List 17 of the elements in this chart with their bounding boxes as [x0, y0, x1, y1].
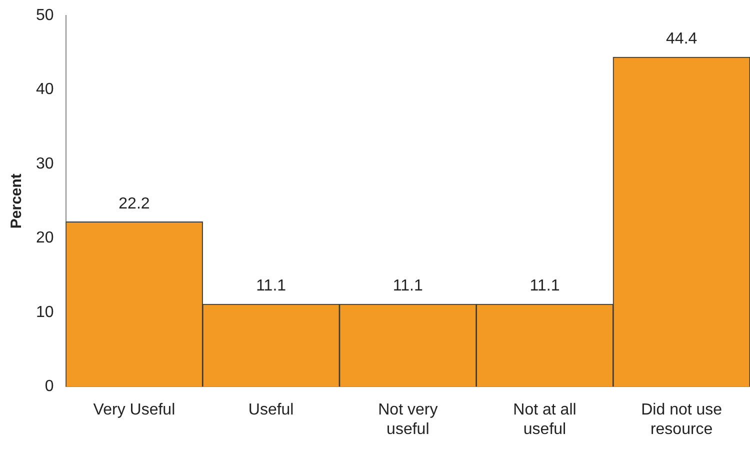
y-tick-label: 10: [36, 304, 54, 321]
x-tick-label: Very Useful: [93, 402, 176, 419]
data-label: 11.1: [256, 278, 286, 295]
y-tick-label: 50: [36, 7, 54, 24]
x-tick-label: Not very useful: [378, 402, 438, 438]
data-label: 11.1: [392, 278, 423, 295]
y-tick-label: 30: [36, 155, 54, 172]
x-tick-label: Useful: [248, 402, 294, 419]
y-tick-label: 40: [36, 81, 54, 98]
x-tick-label: Did not use resource: [641, 402, 722, 438]
x-tick-label: Not at all useful: [513, 402, 576, 438]
data-label: 11.1: [530, 278, 560, 295]
y-tick-label: 20: [36, 230, 54, 247]
y-tick-label: 0: [44, 378, 54, 396]
data-label: 22.2: [118, 195, 150, 212]
y-axis-title: Percent: [8, 174, 26, 229]
data-label: 44.4: [666, 30, 698, 48]
